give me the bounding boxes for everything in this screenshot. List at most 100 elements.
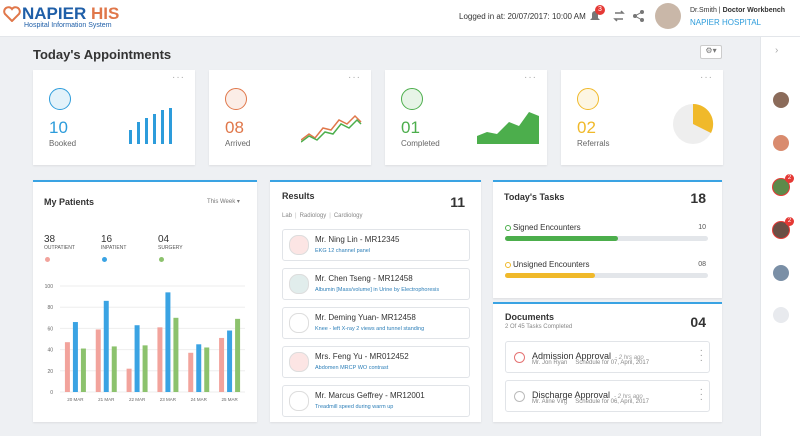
bar (64, 342, 70, 392)
document-meta: Mr. Aline Virg Schedule for 06, April, 20… (532, 399, 649, 405)
card-menu[interactable]: ··· (700, 72, 713, 83)
results-tabs: Lab | Radiology | Cardiology (282, 204, 363, 222)
result-detail: Knee - left X-ray 2 views and tunnel sta… (315, 326, 425, 332)
header: NAPIER HIS Hospital Information System L… (0, 0, 800, 37)
card-value: 08 (225, 118, 244, 137)
stat-label: INPATIENT (101, 245, 127, 251)
card-menu[interactable]: ··· (348, 72, 361, 83)
result-tab[interactable]: Lab (282, 213, 293, 219)
document-time: - 2 hrs ago (615, 355, 644, 361)
result-detail: Abdomen MRCP WO contrast (315, 365, 389, 371)
logo-text: NAPIER (22, 4, 87, 23)
document-item[interactable]: Discharge Approval - 2 hrs ago Mr. Aline V… (505, 380, 710, 412)
contact-avatar[interactable] (773, 265, 789, 281)
result-item[interactable]: Mr. Ning Lin - MR12345 EKG 12 channel pan… (282, 229, 470, 261)
result-item[interactable]: Mr. Deming Yuan- MR12458 Knee - left X-ra… (282, 307, 470, 339)
bar (134, 325, 140, 392)
result-tab[interactable]: Radiology (299, 213, 327, 219)
document-menu[interactable]: · · · (699, 345, 703, 366)
card-menu[interactable]: ··· (172, 72, 185, 83)
task-track (505, 273, 708, 278)
result-detail: Treadmill speed during warm up (315, 404, 394, 410)
result-name: Mr. Marcus Geffrey - MR12001 (315, 391, 425, 400)
task-bar (505, 273, 596, 278)
bar (72, 322, 78, 392)
document-check[interactable] (514, 391, 525, 402)
user-name: Dr.Smith (690, 7, 717, 14)
results-panel: Results Lab | Radiology | Cardiology 11 Mr. … (270, 180, 481, 422)
tasks-panel: Today's Tasks 18 Signed Encounters 10 Unsi… (493, 180, 722, 298)
y-tick-label: 20 (47, 369, 53, 375)
document-item[interactable]: Admission Approval - 2 hrs ago Mr. Jon Rya… (505, 341, 710, 373)
card-label: Booked (49, 139, 77, 148)
contact-avatar[interactable] (773, 92, 789, 108)
bar (219, 337, 225, 392)
settings-button[interactable]: ⚙▾ (700, 45, 722, 59)
document-title-line: Discharge Approval - 2 hrs ago (532, 385, 643, 403)
documents-count: 04 (690, 314, 706, 330)
result-tab[interactable]: Cardiology (333, 213, 363, 219)
x-tick-label: 25 MAR (221, 397, 238, 402)
patients-chart: 0 20 40 60 80 100 20 MAR 21 MAR 22 MAR 23 MAR 24 M… (45, 284, 245, 402)
document-menu[interactable]: · · · (699, 384, 703, 405)
document-patient: Mr. Aline Virg (532, 399, 568, 405)
document-time: - 2 hrs ago (614, 394, 643, 400)
logo: NAPIER HIS (22, 4, 119, 24)
card-value: 01 (401, 118, 420, 137)
sparkline (301, 114, 362, 141)
bar (142, 345, 148, 392)
card-menu[interactable]: ··· (524, 72, 537, 83)
stat-dot (159, 257, 164, 262)
sidebar-toggle[interactable]: › (775, 45, 779, 56)
bar (196, 344, 202, 392)
card-icon (577, 88, 599, 110)
contact-avatar[interactable] (773, 135, 789, 151)
sparkline-bar (161, 110, 164, 144)
sparkline-bar (153, 114, 156, 144)
result-item[interactable]: Mr. Marcus Geffrey - MR12001 Treadmill sp… (282, 385, 470, 417)
documents-panel: Documents 2 Of 45 Tasks Completed 04 Adm… (493, 302, 722, 422)
task-dot (505, 262, 511, 268)
result-item[interactable]: Mrs. Feng Yu - MR012452 Abdomen MRCP WO c… (282, 346, 470, 378)
result-name: Mr. Deming Yuan- MR12458 (315, 313, 416, 322)
user-role: Doctor Workbench (722, 7, 786, 14)
card-label: Referrals (577, 139, 610, 148)
task-dot (505, 225, 511, 231)
result-icon (289, 235, 309, 255)
result-detail: EKG 12 channel panel (315, 248, 371, 254)
contact-avatar[interactable] (773, 222, 789, 238)
sparkline (301, 118, 362, 143)
stat-dot (102, 257, 107, 262)
bar (204, 347, 210, 392)
user-avatar[interactable] (655, 3, 681, 29)
result-name: Mrs. Feng Yu - MR012452 (315, 352, 409, 361)
result-item[interactable]: Mr. Chen Tseng - MR12458 Albumin [Mass/vo… (282, 268, 470, 300)
bar (227, 330, 233, 392)
document-check[interactable] (514, 352, 525, 363)
section-title: Today's Appointments (33, 47, 172, 62)
bar (126, 368, 132, 392)
tab-separator: | (295, 213, 297, 219)
y-tick-label: 100 (45, 284, 54, 290)
bar (80, 348, 86, 392)
y-tick-label: 60 (47, 326, 53, 332)
appointment-card: ··· 02 Referrals (561, 70, 723, 165)
x-tick-label: 20 MAR (67, 397, 84, 402)
period-select[interactable]: This Week ▾ (207, 199, 240, 205)
task-count: 10 (698, 224, 706, 231)
y-tick-label: 40 (47, 348, 53, 354)
y-tick-label: 80 (47, 305, 53, 311)
sparkline-pie (693, 104, 714, 133)
document-schedule: Schedule for 06, April, 2017 (575, 399, 649, 405)
sparkline-bar (137, 122, 140, 144)
stat-dot (45, 257, 50, 262)
card-label: Arrived (225, 139, 251, 148)
document-schedule: Schedule for 07, April, 2017 (575, 360, 650, 366)
panel-title: Today's Tasks (504, 192, 565, 202)
panel-title: My Patients (44, 197, 95, 207)
add-contact[interactable] (773, 307, 789, 323)
result-icon (289, 313, 309, 333)
card-value: 10 (49, 118, 68, 137)
contact-avatar[interactable] (773, 179, 789, 195)
card-icon (225, 88, 247, 110)
